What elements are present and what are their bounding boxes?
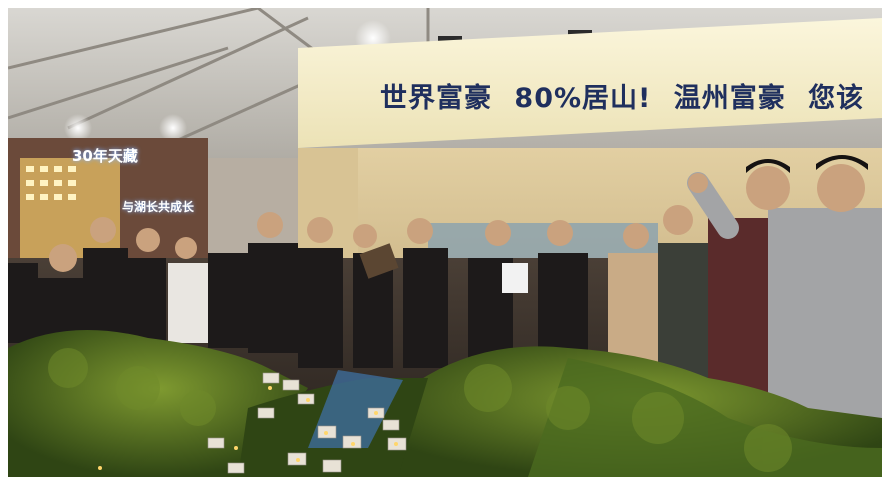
banner-segment: 80%居山!	[514, 83, 652, 114]
ceiling-light	[159, 114, 187, 142]
ceiling-light	[64, 114, 92, 142]
expo-photo: 世界富豪 80%居山! 温州富豪 您该 30年天藏 与湖长共成长	[8, 8, 882, 477]
banner-segment: 您该	[808, 83, 865, 114]
scene-illustration	[8, 8, 882, 477]
model-terrain	[8, 330, 882, 477]
billboard-building-image	[20, 158, 120, 258]
booth-banner-slogan: 世界富豪 80%居山! 温州富豪 您该	[380, 76, 876, 115]
billboard-subheading: 与湖长共成长	[122, 200, 195, 214]
banner-segment: 世界富豪	[380, 83, 492, 114]
billboard-heading: 30年天藏	[72, 147, 138, 165]
crowd	[8, 155, 882, 443]
model-villas	[207, 372, 407, 474]
booth-banner-board	[298, 18, 882, 148]
brochure	[359, 243, 399, 279]
banner-segment: 温州富豪	[673, 83, 786, 114]
building-windows	[26, 166, 76, 200]
brochure	[502, 263, 528, 293]
model-lights	[98, 386, 398, 470]
